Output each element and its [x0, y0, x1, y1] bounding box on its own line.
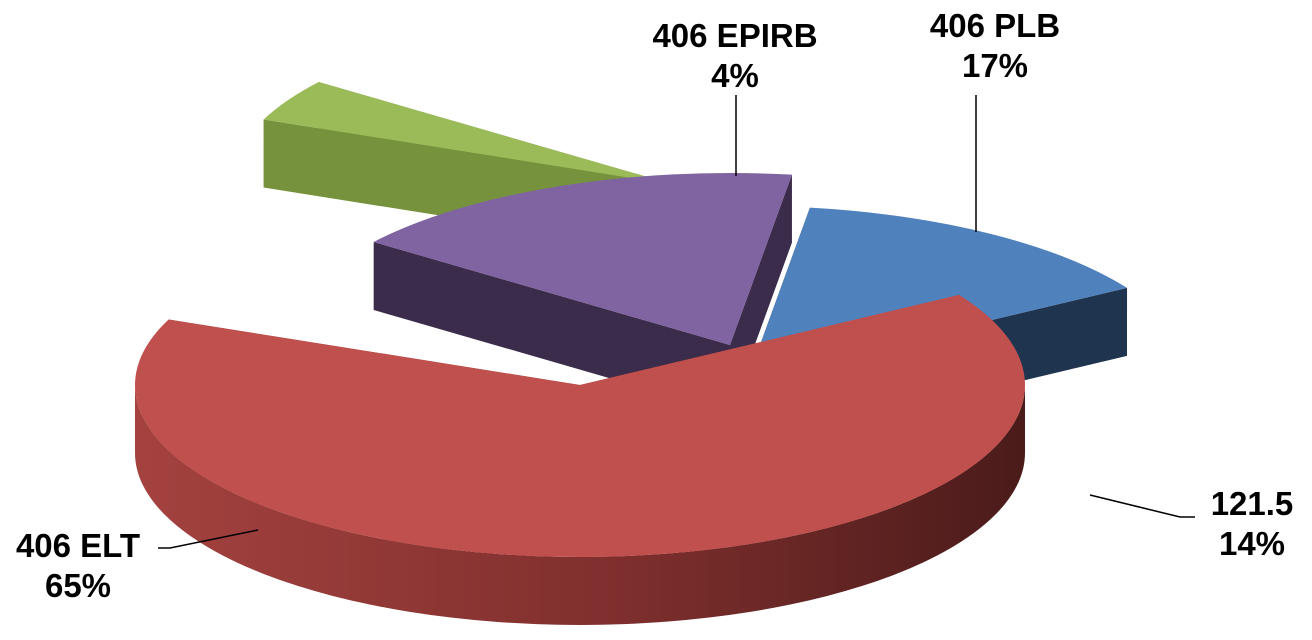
- slice-percent-406-epirb: 4%: [711, 57, 759, 94]
- slice-406-elt: [134, 294, 1025, 557]
- slice-406-plb: [373, 173, 792, 345]
- slice-label-121-5: 121.5: [1211, 485, 1294, 522]
- slice-percent-121-5: 14%: [1219, 525, 1285, 562]
- slice-cut-406-plb-0: [373, 241, 730, 413]
- slice-percent-406-plb: 17%: [962, 47, 1028, 84]
- leader-line-406-elt: [158, 529, 259, 549]
- slice-label-406-epirb: 406 EPIRB: [652, 17, 817, 54]
- leader-line-121-5: [1089, 494, 1195, 518]
- slice-406-epirb: [263, 81, 675, 185]
- slice-tops: [134, 81, 1128, 557]
- slice-label-406-plb: 406 PLB: [930, 7, 1060, 44]
- slice-percent-406-elt: 65%: [45, 567, 111, 604]
- slice-side-406-elt-0: [135, 385, 1025, 625]
- slice-label-406-elt: 406 ELT: [16, 527, 140, 564]
